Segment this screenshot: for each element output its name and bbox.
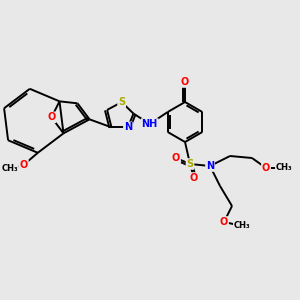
Text: O: O <box>181 77 189 87</box>
Text: O: O <box>47 112 56 122</box>
Text: O: O <box>262 163 270 173</box>
Text: O: O <box>20 160 28 170</box>
Text: CH₃: CH₃ <box>276 164 292 172</box>
Text: O: O <box>220 217 228 227</box>
Text: O: O <box>190 173 198 183</box>
Text: CH₃: CH₃ <box>234 221 250 230</box>
Text: S: S <box>118 97 125 107</box>
Text: S: S <box>187 159 194 169</box>
Text: N: N <box>124 122 132 132</box>
Text: N: N <box>206 161 214 171</box>
Text: NH: NH <box>142 119 158 129</box>
Text: O: O <box>172 153 180 163</box>
Text: CH₃: CH₃ <box>2 164 18 173</box>
